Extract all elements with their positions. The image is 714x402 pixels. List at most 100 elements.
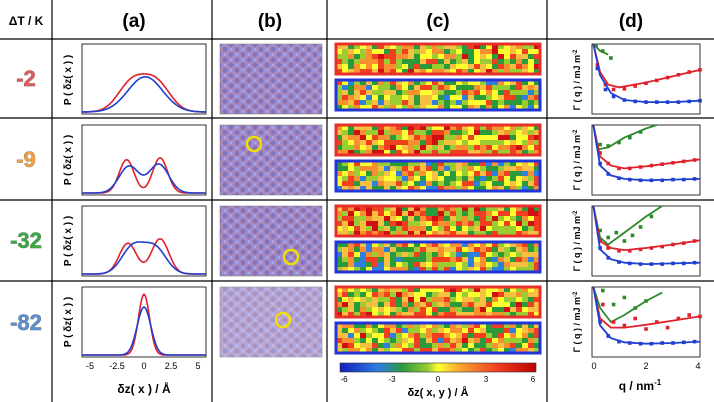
panel-d-point-blue <box>598 246 602 250</box>
heatmap-cell <box>348 247 355 253</box>
heatmap-cell <box>342 130 349 136</box>
panel-d-point-green <box>617 140 621 145</box>
heatmap-cell <box>492 166 499 172</box>
heatmap-cell <box>384 226 391 232</box>
heatmap-cell <box>528 252 535 258</box>
heatmap-cell <box>402 181 409 187</box>
panel-d-point-red <box>622 323 627 328</box>
heatmap-cell <box>426 100 433 106</box>
heatmap-cell <box>420 328 427 334</box>
heatmap-cell <box>432 328 439 334</box>
panel-d-point-green <box>628 135 632 140</box>
heatmap-cell <box>408 333 415 339</box>
heatmap-cell <box>396 176 403 182</box>
heatmap-cell <box>516 80 523 86</box>
heatmap-cell <box>402 297 409 303</box>
heatmap-cell <box>438 323 445 329</box>
heatmap-cell <box>498 166 505 172</box>
heatmap-cell <box>462 145 469 151</box>
heatmap-cell <box>468 145 475 151</box>
heatmap-cell <box>504 186 511 192</box>
heatmap-cell <box>378 130 385 136</box>
heatmap-cell <box>360 348 367 354</box>
heatmap-cell <box>522 226 529 232</box>
heatmap-cell <box>414 292 421 298</box>
heatmap-cell <box>372 176 379 182</box>
heatmap-cell <box>444 95 451 101</box>
heatmap-cell <box>492 64 499 70</box>
heatmap-cell <box>474 59 481 65</box>
heatmap-cell <box>384 297 391 303</box>
heatmap-cell <box>414 302 421 308</box>
heatmap-cell <box>456 302 463 308</box>
heatmap-cell <box>516 135 523 141</box>
heatmap-cell <box>414 176 421 182</box>
heatmap-cell <box>480 221 487 227</box>
heatmap-cell <box>534 312 541 318</box>
heatmap-cell <box>384 54 391 60</box>
heatmap-cell <box>456 186 463 192</box>
heatmap-cell <box>462 262 469 268</box>
heatmap-cell <box>522 216 529 222</box>
heatmap-cell <box>492 44 499 50</box>
heatmap-cell <box>498 312 505 318</box>
heatmap-cell <box>360 85 367 91</box>
heatmap-cell <box>498 100 505 106</box>
heatmap-cell <box>408 312 415 318</box>
panel-d-point-red <box>692 158 697 162</box>
heatmap-cell <box>504 292 511 298</box>
heatmap-cell <box>354 257 361 263</box>
heatmap-cell <box>474 176 481 182</box>
heatmap-cell <box>426 130 433 136</box>
heatmap-cell <box>450 181 457 187</box>
heatmap-cell <box>366 328 373 334</box>
heatmap-cell <box>354 338 361 344</box>
heatmap-cell <box>474 140 481 146</box>
heatmap-cell <box>378 267 385 273</box>
panel-d-ylabel-sup: -2 <box>573 129 579 135</box>
heatmap-cell <box>438 44 445 50</box>
heatmap-cell <box>438 287 445 293</box>
heatmap-cell <box>378 44 385 50</box>
heatmap-cell <box>450 161 457 167</box>
heatmap-cell <box>516 95 523 101</box>
heatmap-cell <box>336 216 343 222</box>
heatmap-cell <box>474 221 481 227</box>
heatmap-cell <box>498 221 505 227</box>
heatmap-cell <box>366 226 373 232</box>
heatmap-cell <box>468 130 475 136</box>
heatmap-cell <box>402 206 409 212</box>
heatmap-cell <box>462 166 469 172</box>
heatmap-cell <box>408 328 415 334</box>
heatmap-cell <box>426 262 433 268</box>
heatmap-cell <box>348 59 355 65</box>
heatmap-cell <box>396 135 403 141</box>
heatmap-cell <box>504 80 511 86</box>
heatmap-cell <box>498 333 505 339</box>
heatmap-cell <box>528 328 535 334</box>
heatmap-cell <box>444 257 451 263</box>
heatmap-cell <box>432 145 439 151</box>
heatmap-cell <box>534 181 541 187</box>
panel-d-plot-frame <box>591 43 701 115</box>
heatmap-cell <box>420 252 427 258</box>
heatmap-cell <box>462 242 469 248</box>
heatmap-cell <box>504 181 511 187</box>
heatmap-cell <box>378 140 385 146</box>
heatmap-cell <box>342 312 349 318</box>
panel-d-curve-green <box>592 286 663 324</box>
heatmap-cell <box>504 171 511 177</box>
heatmap-cell <box>468 302 475 308</box>
heatmap-cell <box>480 312 487 318</box>
heatmap-cell <box>504 100 511 106</box>
heatmap-cell <box>534 166 541 172</box>
heatmap-cell <box>468 221 475 227</box>
heatmap-cell <box>336 287 343 293</box>
heatmap-cell <box>444 231 451 237</box>
heatmap-cell <box>468 125 475 131</box>
panel-d-point-blue <box>671 261 675 266</box>
heatmap-cell <box>360 242 367 248</box>
heatmap-cell <box>474 44 481 50</box>
heatmap-cell <box>516 221 523 227</box>
heatmap-cell <box>354 181 361 187</box>
